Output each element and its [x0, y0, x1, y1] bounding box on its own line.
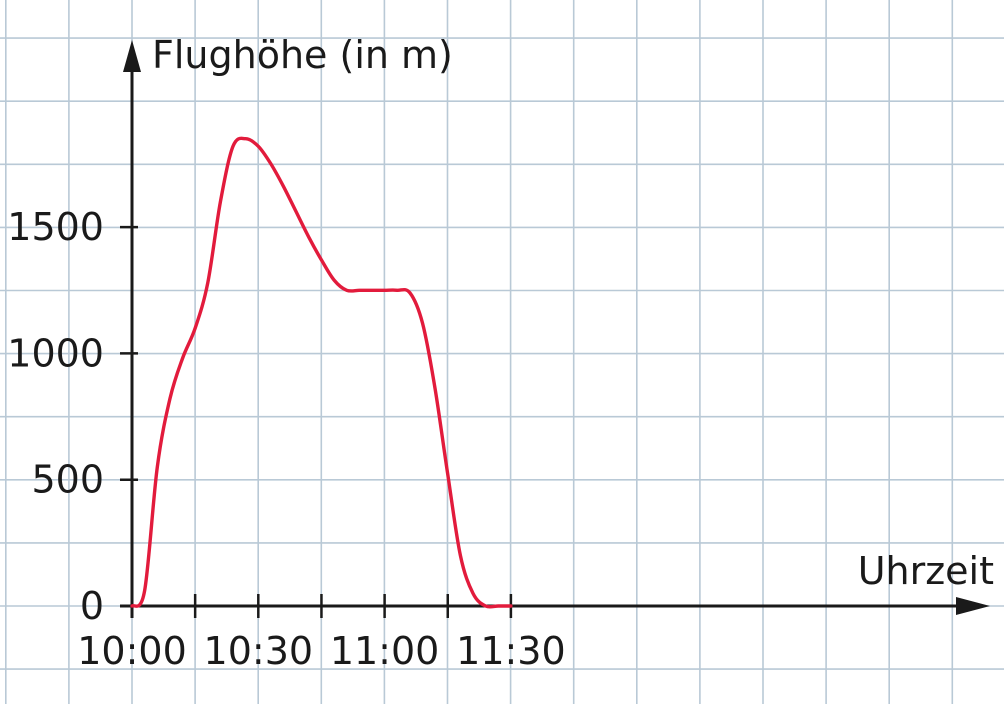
y-axis-title: Flughöhe (in m): [152, 33, 453, 77]
x-tick-label: 10:30: [204, 629, 314, 673]
ticks: [120, 225, 513, 618]
y-axis-arrow: [123, 40, 141, 72]
axes: [120, 40, 990, 618]
x-tick-label: 11:30: [456, 629, 566, 673]
tick-labels: 10:00 10:30 11:00 11:30 0 500 1000 1500: [7, 205, 565, 673]
x-axis-title: Uhrzeit: [858, 549, 994, 593]
y-tick-label: 0: [80, 584, 104, 628]
x-tick-label: 11:00: [330, 629, 440, 673]
series-line: [130, 136, 513, 609]
x-axis-arrow: [956, 597, 990, 615]
y-tick-label: 1000: [7, 331, 104, 375]
y-tick-label: 500: [31, 458, 104, 502]
x-tick-label: 10:00: [77, 629, 187, 673]
y-tick-label: 1500: [7, 205, 104, 249]
